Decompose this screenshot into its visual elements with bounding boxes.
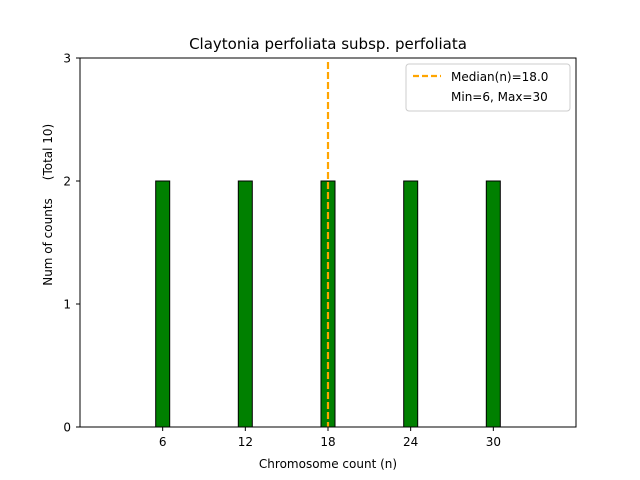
y-tick-label: 3 [63, 52, 71, 66]
x-tick-label: 30 [486, 435, 501, 449]
y-tick-label: 0 [63, 421, 71, 435]
x-axis-label: Chromosome count (n) [259, 457, 397, 471]
x-axis-ticks: 6 12 18 24 30 [159, 427, 501, 449]
bar-6 [155, 180, 171, 428]
legend: Median(n)=18.0 Min=6, Max=30 [405, 63, 571, 112]
y-axis-total-note: (Total 10) [41, 124, 55, 180]
x-tick-label: 6 [159, 435, 167, 449]
bar-24 [403, 180, 419, 428]
bar-12 [237, 180, 253, 428]
chart-title: Claytonia perfoliata subsp. perfoliata [189, 35, 467, 53]
y-tick-label: 1 [63, 298, 71, 312]
legend-median-label: Median(n)=18.0 [451, 70, 548, 84]
bars-group [155, 180, 501, 428]
x-tick-label: 18 [320, 435, 335, 449]
bar-30 [485, 180, 501, 428]
y-axis-ticks: 0 1 2 3 [63, 52, 80, 435]
x-tick-label: 12 [238, 435, 253, 449]
y-axis-label: Num of counts [41, 198, 55, 286]
legend-box [405, 63, 571, 112]
legend-range-label: Min=6, Max=30 [451, 90, 548, 104]
y-tick-label: 2 [63, 175, 71, 189]
x-tick-label: 24 [403, 435, 418, 449]
